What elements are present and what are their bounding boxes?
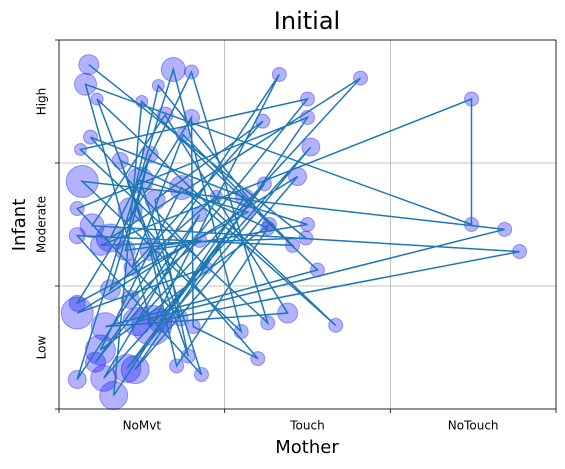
x-tick-label: Touch — [289, 419, 324, 433]
x-tick-label: NoTouch — [448, 419, 499, 433]
x-axis-label: Mother — [275, 437, 339, 458]
y-axis-label: Infant — [9, 199, 30, 252]
trajectory-line — [75, 64, 520, 396]
y-tick-label: High — [35, 88, 49, 116]
chart-title: Initial — [274, 7, 340, 35]
y-tick-label: Moderate — [35, 196, 49, 253]
y-tick-label: Low — [35, 336, 49, 360]
plot-frame — [58, 39, 557, 410]
x-tick-label: NoMvt — [123, 419, 162, 433]
